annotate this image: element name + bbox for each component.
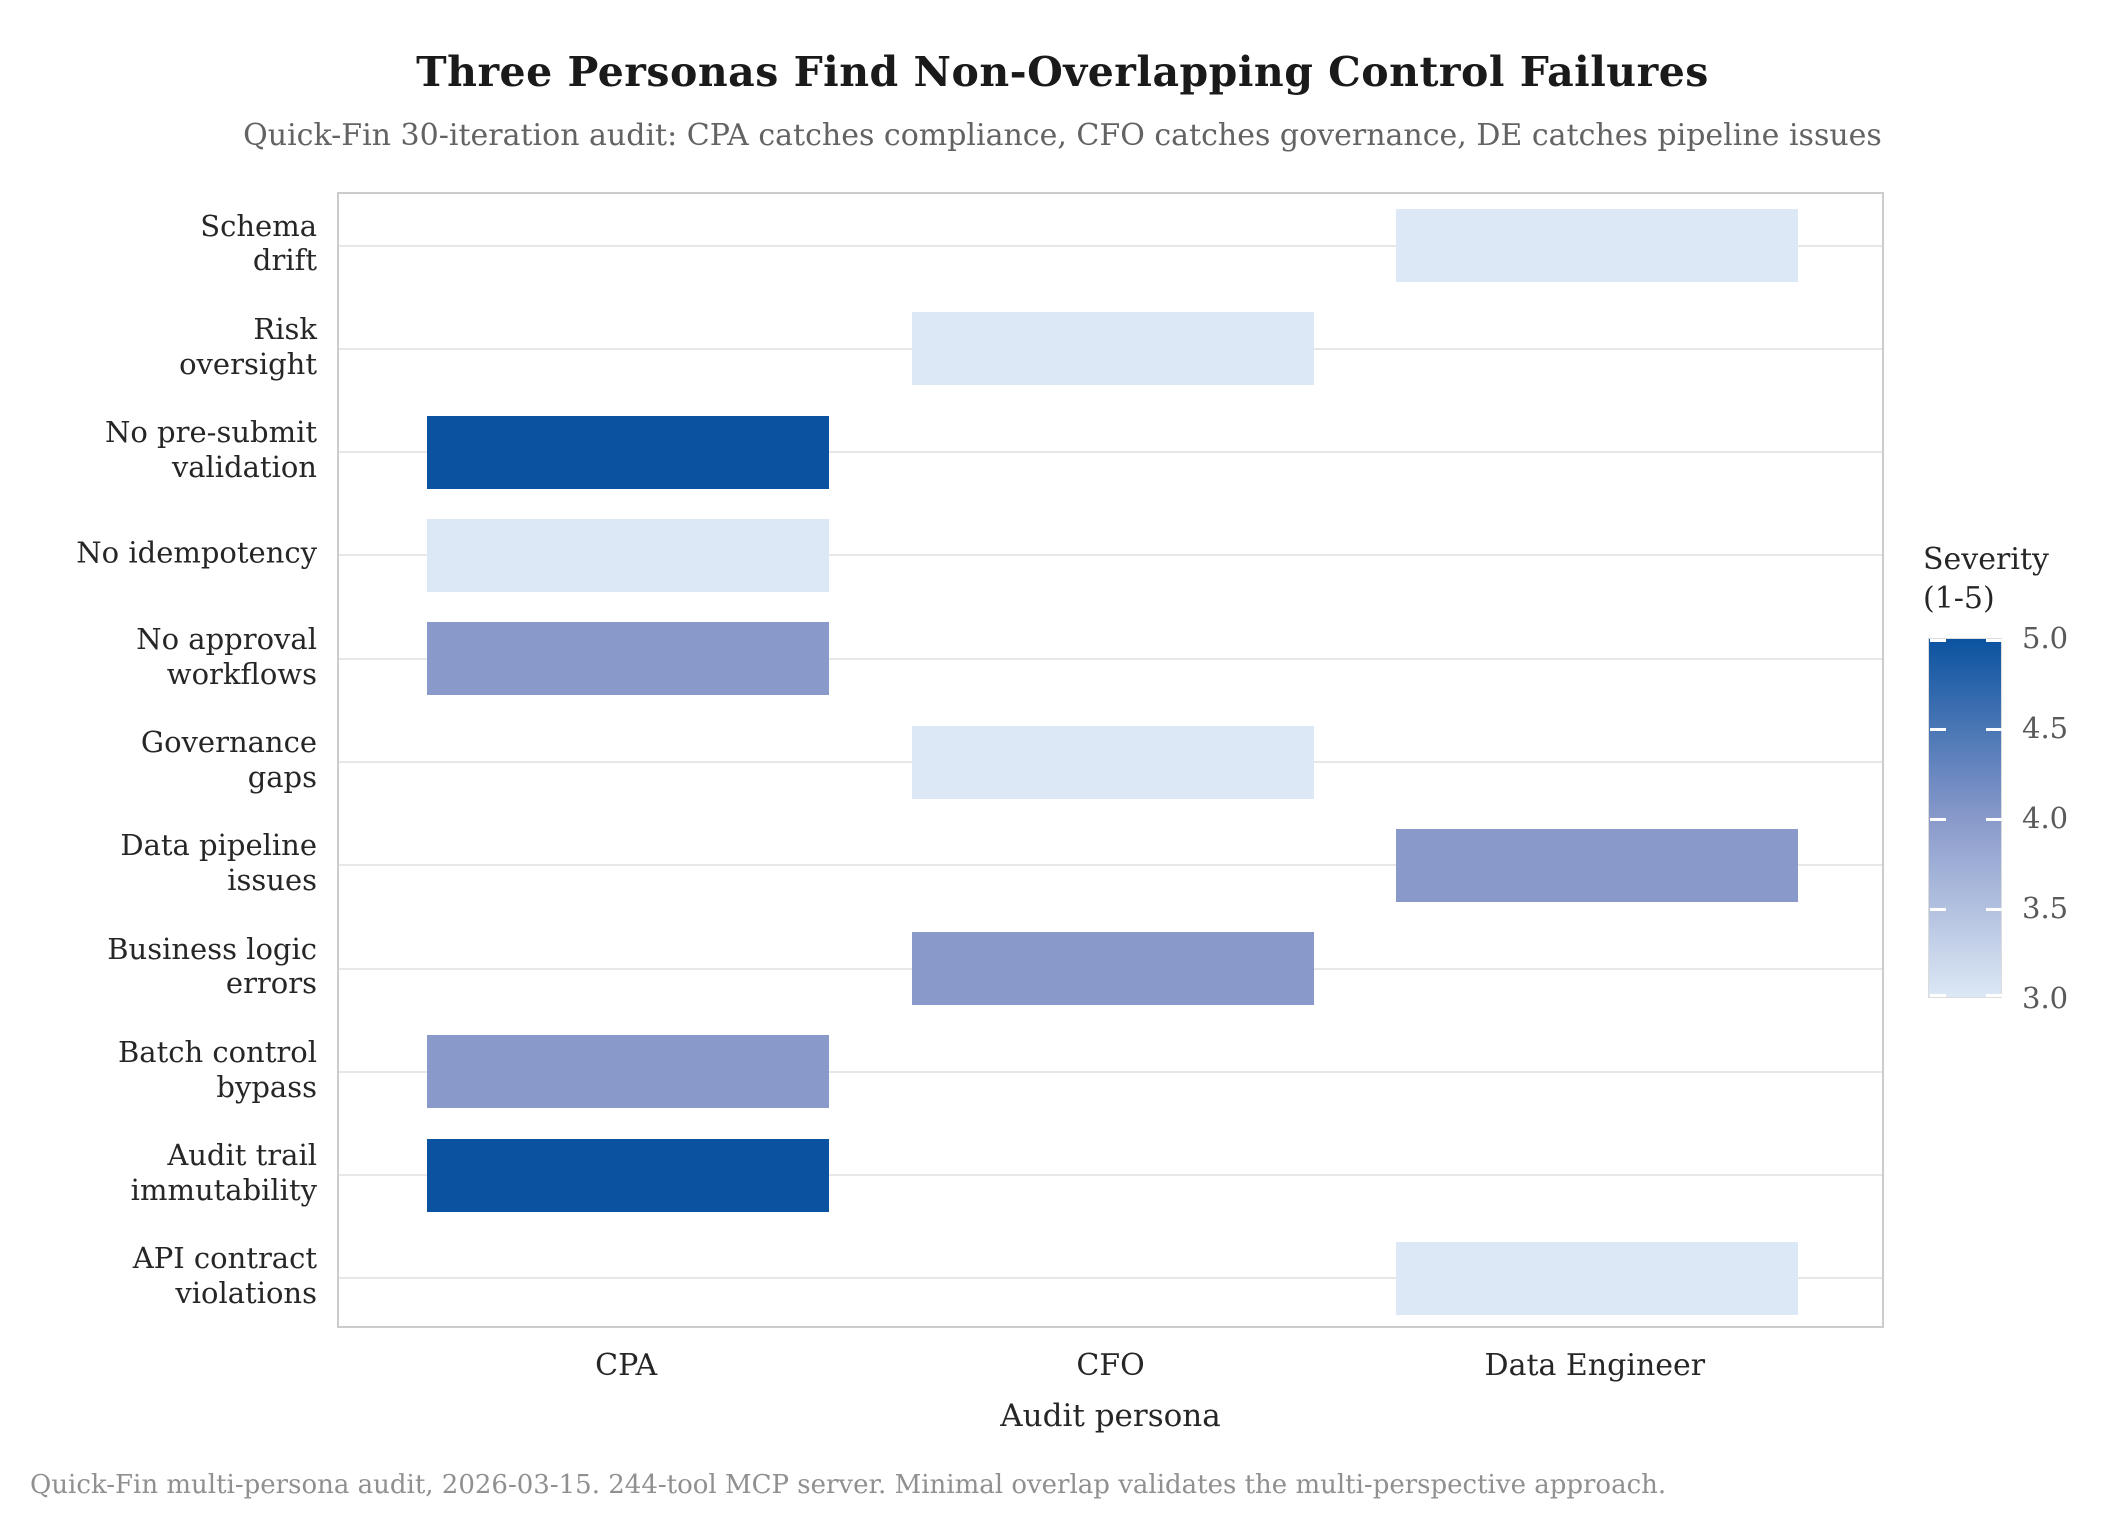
- gridline: [339, 1174, 1882, 1177]
- x-axis-tick-label: CFO: [1076, 1348, 1145, 1383]
- x-axis-tick-label: Data Engineer: [1484, 1348, 1706, 1383]
- heatmap-cell: [427, 1035, 830, 1109]
- plot-area: [337, 192, 1884, 1328]
- heatmap-cell: [1395, 209, 1798, 283]
- colorbar-tick-mark: [1986, 908, 2002, 911]
- colorbar-tick-label: 4.0: [2022, 801, 2069, 835]
- gridline: [339, 657, 1882, 660]
- colorbar-tick-mark: [1930, 639, 1946, 642]
- colorbar-tick-mark: [1986, 639, 2002, 642]
- colorbar-tick-label: 5.0: [2022, 621, 2069, 655]
- colorbar-tick-label: 3.0: [2022, 981, 2069, 1015]
- heatmap-cell: [427, 622, 830, 696]
- gridline: [339, 451, 1882, 454]
- colorbar-tick-mark: [1930, 818, 1946, 821]
- y-axis-label: Batch control bypass: [117, 1035, 317, 1104]
- colorbar-tick-mark: [1986, 728, 2002, 731]
- colorbar-tick-mark: [1986, 818, 2002, 821]
- footer-note: Quick-Fin multi-persona audit, 2026-03-1…: [30, 1470, 1667, 1500]
- colorbar-title: Severity (1-5): [1923, 542, 2049, 616]
- y-axis-label: API contract violations: [132, 1241, 317, 1311]
- heatmap-cell: [427, 1138, 830, 1212]
- colorbar-tick-mark: [1930, 728, 1946, 731]
- colorbar-tick-label: 3.5: [2022, 891, 2069, 925]
- y-axis-label: Business logic errors: [107, 931, 317, 1001]
- colorbar-tick-label: 4.5: [2022, 711, 2069, 745]
- y-axis-label: No idempotency: [76, 536, 317, 571]
- heatmap-cell: [911, 312, 1314, 386]
- colorbar-tick-mark: [1930, 908, 1946, 911]
- gridline: [339, 1070, 1882, 1073]
- gridline: [339, 554, 1882, 557]
- x-axis-title: Audit persona: [1000, 1398, 1221, 1434]
- heatmap-cell: [1395, 1241, 1798, 1315]
- colorbar-tick-mark: [1930, 994, 1946, 997]
- heatmap-cell: [427, 518, 830, 592]
- y-axis-label: Schema drift: [200, 208, 317, 278]
- y-axis-label: Audit trail immutability: [130, 1138, 317, 1208]
- y-axis-label: No approval workflows: [136, 621, 317, 691]
- x-axis-tick-label: CPA: [595, 1348, 658, 1383]
- gridline: [339, 1277, 1882, 1280]
- gridline: [339, 864, 1882, 867]
- colorbar: [1928, 638, 2002, 998]
- heatmap-cell: [427, 415, 830, 489]
- colorbar-tick-mark: [1986, 994, 2002, 997]
- gridline: [339, 244, 1882, 247]
- y-axis-label: Risk oversight: [179, 312, 317, 381]
- heatmap-cell: [911, 932, 1314, 1006]
- heatmap-cell: [911, 725, 1314, 799]
- y-axis-label: Data pipeline issues: [120, 828, 317, 898]
- heatmap-cell: [1395, 828, 1798, 902]
- chart-title: Three Personas Find Non-Overlapping Cont…: [416, 48, 1709, 96]
- y-axis-label: Governance gaps: [140, 725, 317, 794]
- chart-subtitle: Quick-Fin 30-iteration audit: CPA catche…: [243, 118, 1882, 153]
- y-axis-label: No pre-submit validation: [105, 415, 317, 485]
